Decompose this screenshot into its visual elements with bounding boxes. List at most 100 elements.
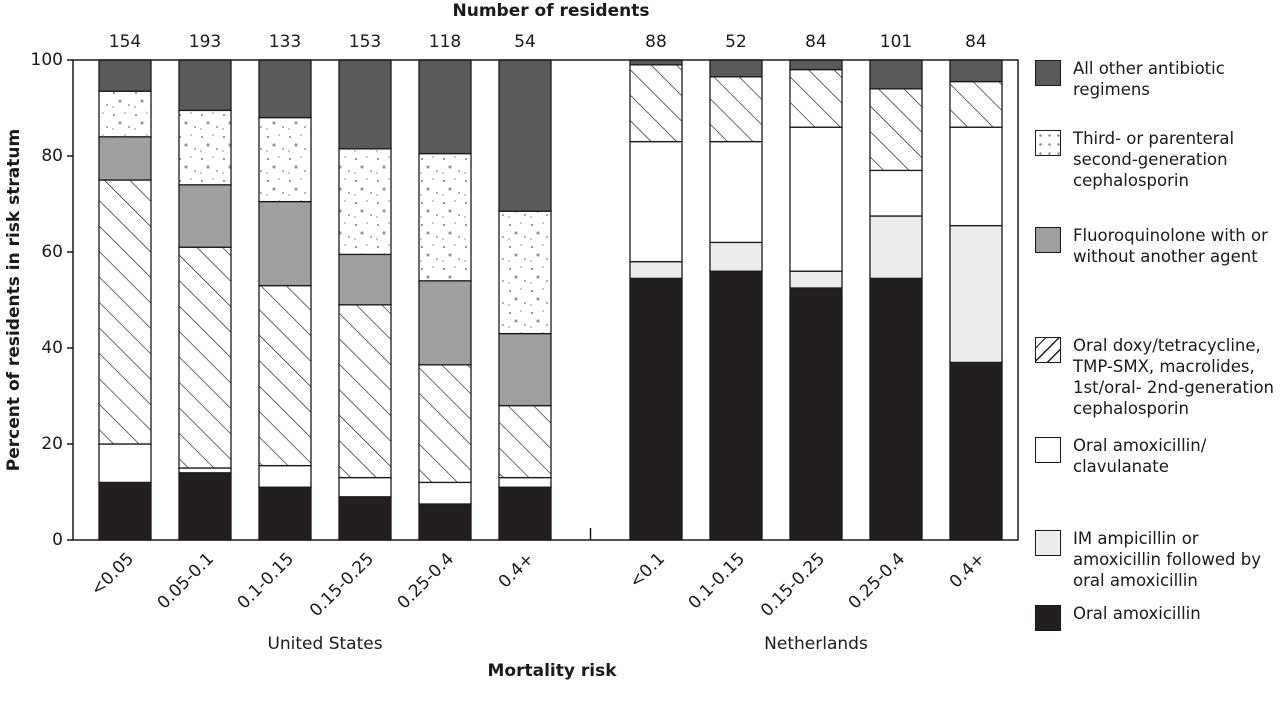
bar-segment [949, 126, 1003, 227]
bar-segment [178, 472, 232, 541]
bar-segment [789, 270, 843, 289]
y-tick-label: 80 [41, 146, 63, 166]
bar-segment [98, 179, 152, 445]
bar-segment [98, 443, 152, 484]
x-tick-label: 0.1-0.15 [234, 549, 298, 613]
legend-item: Oral amoxicillin [1035, 603, 1278, 631]
bar-segment [338, 148, 392, 256]
y-tick-label: 60 [41, 242, 63, 262]
x-tick-label: 0.25-0.4 [845, 549, 909, 613]
group-label: United States [267, 634, 382, 654]
count-label: 193 [189, 32, 221, 52]
bar-segment [258, 464, 312, 488]
x-tick-label: 0.4+ [495, 549, 538, 592]
legend-label: Fluoroquinolone with or without another … [1073, 226, 1268, 266]
bar-segment [338, 496, 392, 541]
bar-segment [418, 503, 472, 541]
bar-segment [949, 80, 1003, 128]
legend-item: Oral doxy/tetracycline, TMP-SMX, macroli… [1035, 335, 1278, 419]
bar-segment [789, 287, 843, 541]
y-tick-label: 20 [41, 434, 63, 454]
y-tick-label: 100 [31, 50, 63, 70]
chart-title: Number of residents [453, 1, 650, 21]
bar-segment [869, 169, 923, 217]
legend-swatch [1035, 530, 1061, 556]
bar-segment [629, 140, 683, 263]
x-tick-label: 0.4+ [946, 549, 989, 592]
x-tick-label: <0.05 [87, 549, 138, 600]
bar-segment [709, 76, 763, 143]
bar-segment [418, 152, 472, 282]
count-label: 88 [645, 32, 667, 52]
y-tick-label: 0 [52, 530, 63, 550]
bar-segment [869, 88, 923, 172]
plot-frame [72, 59, 1019, 541]
bar-segment [789, 59, 843, 71]
bar-segment [258, 284, 312, 467]
legend-item: Oral amoxicillin/ clavulanate [1035, 435, 1278, 477]
bar-segment [338, 476, 392, 498]
legend-swatch [1035, 227, 1061, 253]
legend-swatch [1035, 605, 1061, 631]
count-label: 54 [514, 32, 536, 52]
bar-segment [498, 210, 552, 335]
legend-label: All other antibiotic regimens [1073, 59, 1225, 99]
count-label: 154 [109, 32, 141, 52]
bar-segment [498, 404, 552, 479]
bar-segment [498, 59, 552, 212]
bar-segment [338, 253, 392, 306]
bar-segment [178, 109, 232, 186]
bar-segment [258, 486, 312, 541]
bar-segment [498, 332, 552, 407]
count-label: 153 [349, 32, 381, 52]
bar-segment [869, 59, 923, 90]
legend-item: Fluoroquinolone with or without another … [1035, 225, 1278, 267]
legend-label: Oral amoxicillin [1073, 604, 1201, 623]
bar-segment [98, 59, 152, 92]
y-tick-label: 40 [41, 338, 63, 358]
x-tick-label: 0.15-0.25 [757, 549, 829, 621]
bar-segment [869, 215, 923, 280]
legend-item: All other antibiotic regimens [1035, 58, 1278, 100]
bar-segment [709, 270, 763, 541]
bar-segment [178, 59, 232, 112]
bar-segment [418, 280, 472, 366]
bar-segment [98, 136, 152, 181]
bar-segment [498, 476, 552, 488]
group-label: Netherlands [764, 634, 868, 654]
count-label: 118 [429, 32, 461, 52]
bar-segment [629, 260, 683, 280]
bar-segment [709, 241, 763, 272]
y-axis-title: Percent of residents in risk stratum [4, 129, 24, 471]
bar-segment [949, 224, 1003, 364]
bar-segment [789, 126, 843, 272]
legend-label: IM ampicillin or amoxicillin followed by… [1073, 529, 1262, 590]
bar-segment [418, 59, 472, 155]
bar-segment [629, 64, 683, 143]
count-label: 101 [880, 32, 912, 52]
bar-segment [498, 486, 552, 541]
bar-segment [178, 246, 232, 469]
legend-swatch [1035, 337, 1061, 363]
bar-segment [98, 481, 152, 541]
bar-segment [709, 140, 763, 244]
bar-segment [338, 59, 392, 150]
legend-item: IM ampicillin or amoxicillin followed by… [1035, 528, 1278, 591]
bar-segment [178, 467, 232, 474]
bar-segment [98, 90, 152, 138]
bar-segment [869, 277, 923, 541]
legend-label: Oral doxy/tetracycline, TMP-SMX, macroli… [1073, 336, 1275, 418]
x-tick-label: 0.15-0.25 [306, 549, 378, 621]
bar-segment [178, 184, 232, 248]
x-tick-label: 0.25-0.4 [394, 549, 458, 613]
bar-segment [789, 68, 843, 128]
x-tick-label: 0.1-0.15 [685, 549, 749, 613]
count-label: 52 [725, 32, 747, 52]
bar-segment [418, 364, 472, 484]
bar-segment [258, 59, 312, 119]
x-axis-title: Mortality risk [488, 661, 618, 681]
legend-swatch [1035, 60, 1061, 86]
bar-segment [258, 116, 312, 203]
count-label: 133 [269, 32, 301, 52]
